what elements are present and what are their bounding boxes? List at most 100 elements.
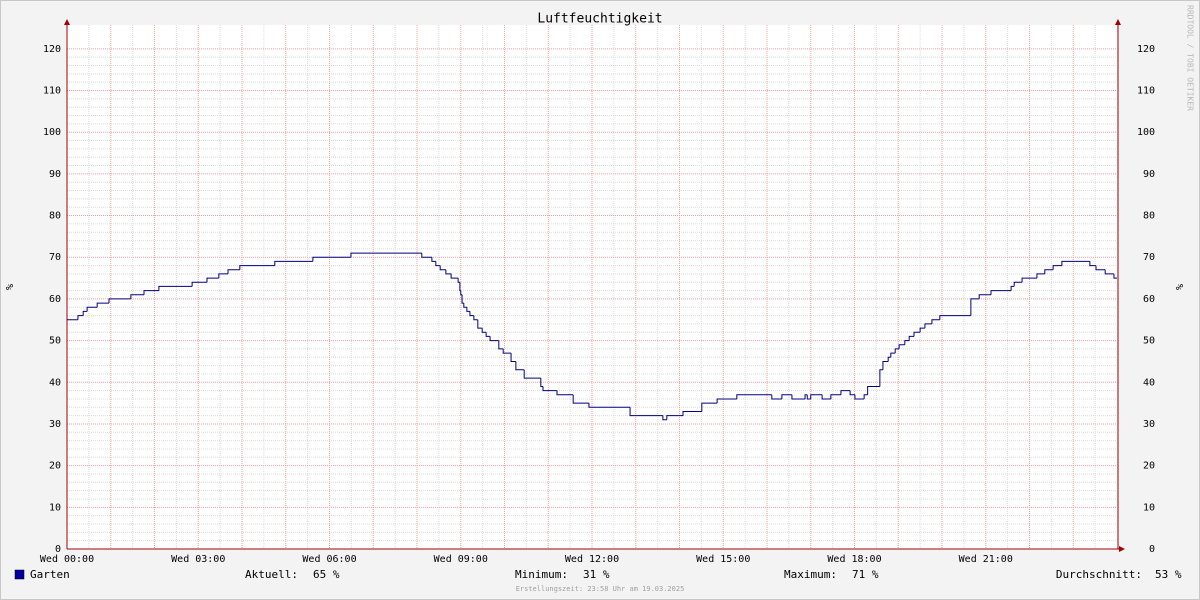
step-segment — [791, 394, 806, 400]
step-segment — [108, 298, 131, 304]
y2-tick-label: 10 — [1143, 502, 1155, 513]
step-segment — [1095, 265, 1106, 271]
y2-tick-label: 20 — [1143, 461, 1155, 472]
step-segment — [662, 415, 667, 421]
step-segment — [463, 303, 467, 308]
x-tick-label: Wed 15:00 — [696, 554, 750, 565]
step-segment — [1013, 281, 1023, 287]
y-tick-label: 110 — [43, 86, 61, 97]
step-segment — [274, 260, 313, 266]
stat-value: 53 % — [1155, 568, 1182, 581]
step-segment — [867, 385, 880, 395]
y-tick-label: 0 — [55, 544, 61, 555]
step-segment — [130, 294, 144, 299]
step-segment — [515, 361, 525, 371]
step-segment — [887, 356, 891, 362]
watermark: RRDTOOL / TOBI OETIKER — [1186, 5, 1195, 111]
step-segment — [77, 315, 84, 320]
step-segment — [821, 394, 831, 400]
step-segment — [502, 348, 512, 354]
step-segment — [239, 265, 275, 270]
step-segment — [143, 290, 159, 295]
x-tick-label: Wed 09:00 — [434, 554, 488, 565]
step-segment — [898, 344, 905, 349]
y2-tick-label: 100 — [1137, 127, 1155, 138]
step-segment — [939, 315, 971, 320]
step-segment — [1036, 273, 1045, 279]
footer: Erstellungszeit: 23:58 Uhr am 19.03.2025 — [516, 585, 685, 593]
step-segment — [849, 390, 855, 396]
step-segment — [1021, 277, 1037, 283]
step-segment — [990, 290, 1012, 295]
step-segment — [701, 402, 718, 412]
x-tick-label: Wed 21:00 — [959, 554, 1013, 565]
y-tick-label: 20 — [49, 461, 61, 472]
y2-tick-label: 0 — [1149, 544, 1155, 555]
stat-value: 71 % — [852, 568, 879, 581]
y2-tick-label: 50 — [1143, 336, 1155, 347]
x-tick-label: Wed 00:00 — [40, 554, 94, 565]
step-segment — [771, 394, 782, 400]
step-segment — [904, 340, 910, 345]
step-segment — [810, 394, 823, 399]
step-segment — [1010, 285, 1015, 291]
y2-tick-label: 70 — [1143, 252, 1155, 263]
step-segment — [666, 415, 683, 420]
step-segment — [924, 323, 932, 329]
step-segment — [682, 410, 702, 416]
step-segment — [206, 277, 219, 283]
step-segment — [781, 394, 792, 399]
step-segment — [489, 336, 499, 342]
step-segment — [421, 253, 432, 258]
x-tick-label: Wed 06:00 — [302, 554, 356, 565]
step-segment — [445, 269, 452, 275]
step-segment — [86, 306, 98, 312]
stat-label: Maximum: — [784, 568, 837, 581]
step-segment — [890, 352, 896, 358]
stat-label: Aktuell: — [245, 568, 298, 581]
step-segment — [736, 394, 772, 399]
step-segment — [485, 332, 491, 337]
axis-arrow — [64, 19, 70, 25]
step-segment — [978, 294, 991, 299]
axis-arrow — [1119, 546, 1125, 552]
y2-tick-label: 40 — [1143, 377, 1155, 388]
y-tick-label: 100 — [43, 127, 61, 138]
step-segment — [435, 261, 441, 267]
step-segment — [350, 252, 422, 258]
y2-tick-label: 120 — [1137, 44, 1155, 55]
step-segment — [218, 273, 228, 279]
x-tick-label: Wed 03:00 — [171, 554, 225, 565]
axis-arrow — [1115, 19, 1121, 25]
step-segment — [863, 394, 868, 399]
step-segment — [461, 294, 464, 304]
step-segment — [158, 285, 193, 291]
step-segment — [913, 331, 921, 337]
step-segment — [806, 394, 811, 400]
step-segment — [191, 281, 207, 287]
y2-tick-label: 80 — [1143, 211, 1155, 222]
step-segment — [882, 360, 889, 370]
y-tick-label: 120 — [43, 44, 61, 55]
step-segment — [919, 327, 925, 333]
step-segment — [572, 394, 589, 404]
stat-label: Minimum: — [515, 568, 568, 581]
y2-tick-label: 30 — [1143, 419, 1155, 430]
step-segment — [804, 394, 808, 399]
step-segment — [469, 311, 474, 317]
step-segment — [481, 328, 487, 333]
y-tick-label: 40 — [49, 377, 61, 388]
stat-label: Durchschnitt: — [1056, 568, 1142, 581]
step-segment — [227, 269, 240, 274]
chart-title: Luftfeuchtigkeit — [537, 12, 662, 27]
step-segment — [854, 394, 865, 400]
step-segment — [477, 319, 483, 329]
y-tick-label: 80 — [49, 211, 61, 222]
step-segment — [970, 298, 980, 316]
step-segment — [96, 302, 109, 308]
step-segment — [466, 307, 470, 312]
step-segment — [894, 348, 900, 354]
step-segment — [1113, 273, 1117, 279]
step-segment — [473, 315, 478, 321]
